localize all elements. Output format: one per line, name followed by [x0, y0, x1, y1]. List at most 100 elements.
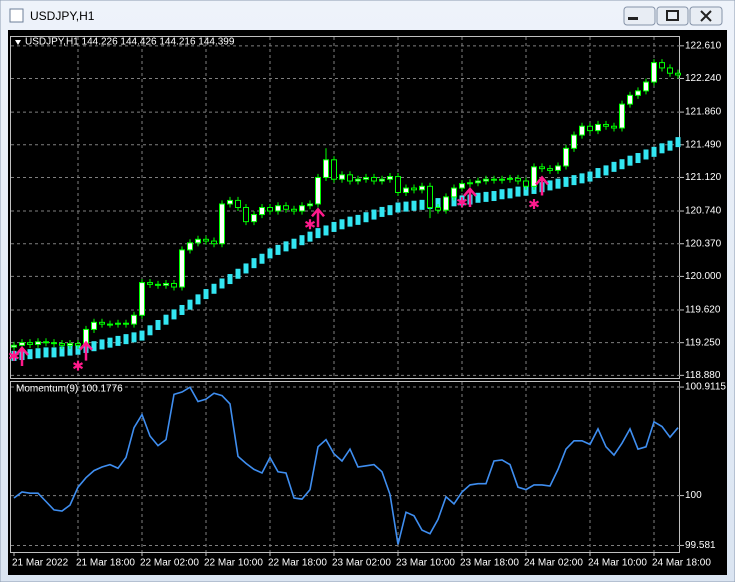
candle-body — [435, 207, 441, 211]
candle-body — [643, 81, 649, 92]
candle-body — [227, 199, 233, 205]
indicator-bar — [483, 191, 489, 202]
indicator-bar — [347, 216, 353, 227]
indicator-bar — [619, 159, 625, 170]
indicator-bar — [571, 175, 577, 186]
close-icon — [700, 10, 712, 22]
chart-menu-triangle — [15, 40, 21, 45]
candle-body — [539, 166, 545, 170]
y-tick-label: 121.120 — [685, 172, 722, 183]
candle-body — [179, 249, 185, 288]
indicator-bar — [227, 274, 233, 285]
x-tick-label: 22 Mar 02:00 — [140, 558, 199, 569]
candle-body — [403, 187, 409, 193]
indicator-bar — [219, 278, 225, 289]
indicator-bar — [627, 155, 633, 166]
candle-body — [107, 323, 113, 326]
minimize-button[interactable] — [623, 6, 656, 26]
candle-body — [611, 125, 617, 129]
signal-star — [528, 198, 540, 209]
indicator-bar — [307, 231, 313, 242]
indicator-bar — [491, 191, 497, 202]
candle-body — [595, 123, 601, 132]
indicator-bar — [507, 188, 513, 199]
indicator-bar — [171, 309, 177, 320]
candle-body — [187, 242, 193, 251]
candle-body — [243, 207, 249, 223]
indicator-bar — [155, 319, 161, 330]
indicator-bar — [411, 200, 417, 211]
candle-body — [299, 205, 305, 212]
y-tick-label: 120.370 — [685, 238, 722, 249]
candle-body — [659, 62, 665, 69]
signal-star — [304, 219, 316, 230]
indicator-bar — [27, 349, 33, 360]
maximize-icon — [666, 10, 679, 21]
indicator-bar — [339, 219, 345, 230]
candle-body — [123, 322, 129, 325]
y-tick-label: 100 — [685, 490, 702, 501]
candle-body — [587, 125, 593, 132]
candle-body — [283, 205, 289, 210]
candle-body — [147, 282, 153, 285]
indicator-bar — [251, 258, 257, 269]
y-tick-label: 118.880 — [685, 370, 721, 381]
signal-star — [456, 197, 468, 208]
y-tick-label: 121.490 — [685, 139, 722, 150]
candle-body — [555, 165, 561, 171]
candle-body — [603, 123, 609, 127]
candle-body — [323, 159, 329, 178]
candle-body — [523, 180, 529, 187]
plot-layer: 122.610 122.240 121.860 121.490 121.120 120.7… — [8, 37, 726, 569]
candle-body — [363, 176, 369, 180]
indicator-bar — [403, 201, 409, 212]
indicator-bar — [123, 334, 129, 345]
candle-body — [563, 147, 569, 167]
candle-body — [499, 178, 505, 181]
candle-body — [43, 341, 49, 344]
window-buttons[interactable] — [623, 6, 723, 26]
indicator-bar — [323, 225, 329, 236]
indicator-bar — [595, 168, 601, 179]
candle-body — [531, 166, 537, 187]
indicator-bar — [267, 248, 273, 259]
candle-body — [51, 342, 57, 345]
indicator-bar — [51, 347, 57, 358]
candle-body — [219, 203, 225, 245]
indicator-bar — [587, 171, 593, 182]
indicator-bar — [43, 347, 49, 358]
window-icon — [9, 8, 24, 23]
indicator-bar — [515, 186, 521, 197]
y-tick-label: 122.240 — [685, 73, 722, 84]
buy-arrow — [79, 340, 93, 361]
candle-body — [371, 176, 377, 182]
indicator-bar — [371, 209, 377, 220]
indicator-bar — [75, 344, 81, 355]
indicator-bar — [211, 283, 217, 294]
indicator-bar — [379, 206, 385, 217]
indicator-bar — [259, 253, 265, 264]
momentum-panel-frame — [10, 381, 680, 553]
buy-arrow — [311, 207, 325, 228]
candle-body — [11, 344, 17, 348]
indicator-bar — [243, 263, 249, 274]
indicator-bar — [355, 214, 361, 225]
candle-body — [635, 90, 641, 96]
indicator-bar — [163, 314, 169, 325]
candle-body — [467, 182, 473, 185]
candle-body — [515, 177, 521, 182]
indicator-bar — [179, 304, 185, 315]
candle-body — [115, 322, 121, 325]
indicator-bar — [67, 345, 73, 356]
x-tick-label: 23 Mar 02:00 — [332, 558, 391, 569]
indicator-bar — [59, 346, 65, 357]
chart-area — [8, 30, 727, 575]
candle-body — [307, 203, 313, 207]
maximize-button[interactable] — [656, 6, 689, 26]
candle-body — [275, 205, 281, 212]
candle-body — [355, 178, 361, 182]
indicator-bar — [203, 289, 209, 300]
indicator-bar — [331, 221, 337, 232]
candle-body — [395, 176, 401, 193]
y-tick-label: 120.740 — [685, 206, 722, 217]
